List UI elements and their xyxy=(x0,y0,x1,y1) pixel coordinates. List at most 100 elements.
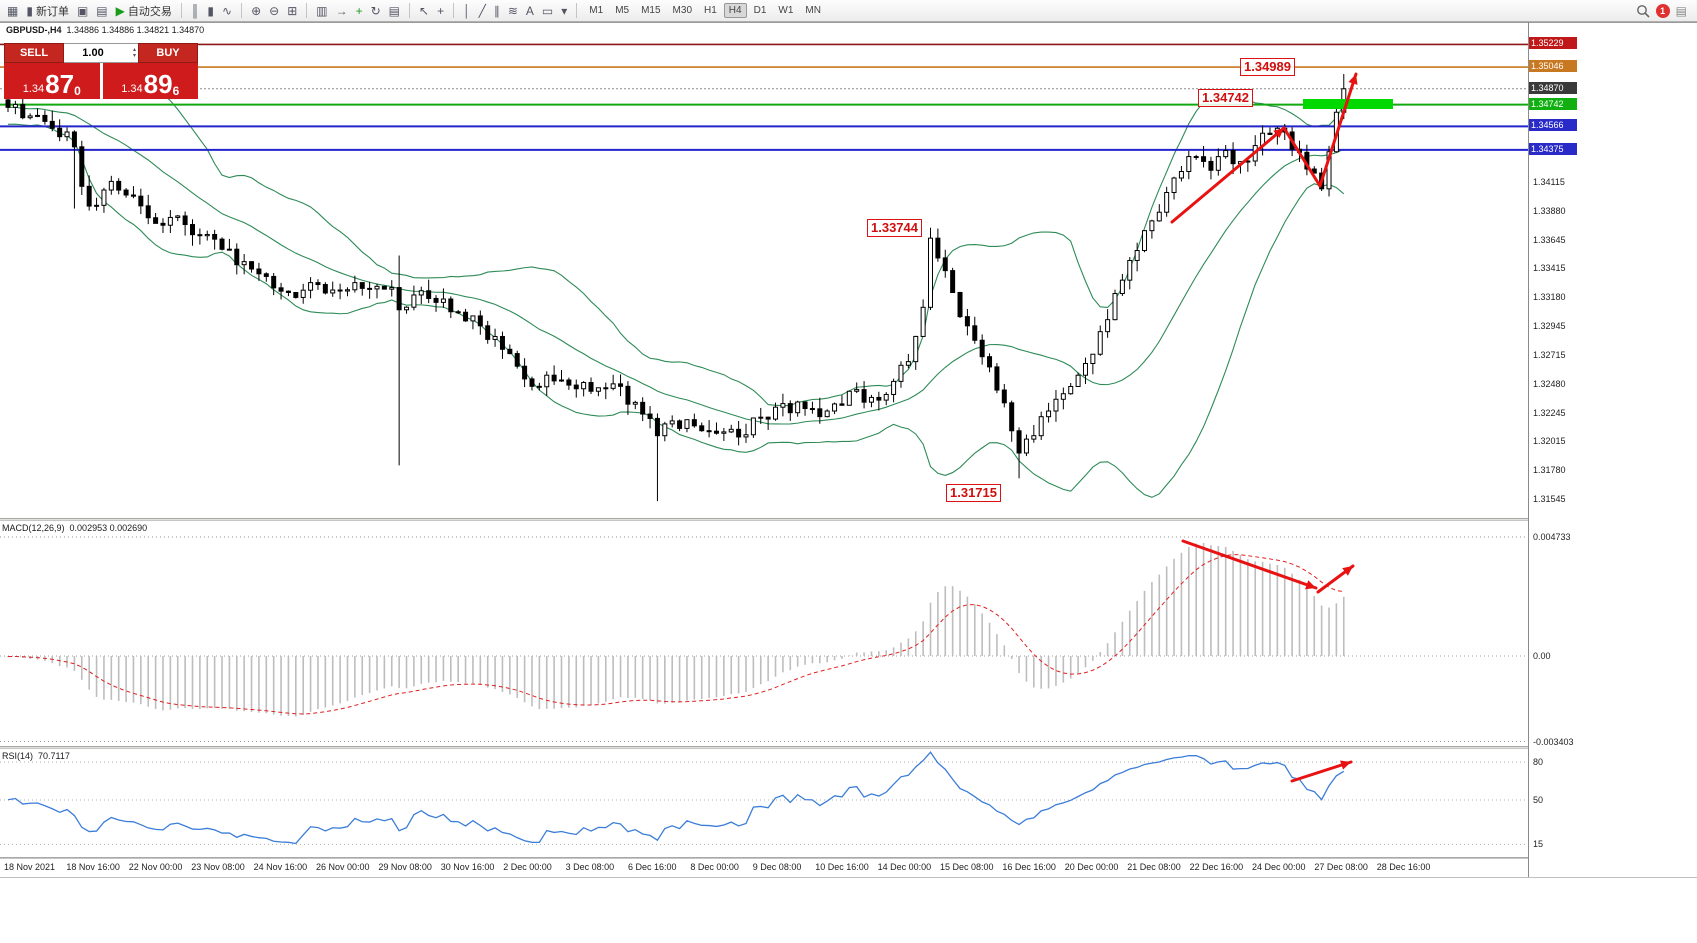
timeframe-h1[interactable]: H1 xyxy=(704,5,717,16)
tile-windows-icon: ⊞ xyxy=(287,3,298,18)
autotrading-button[interactable]: ▶ 自动交易 xyxy=(113,2,175,20)
time-axis-label: 23 Nov 08:00 xyxy=(191,862,245,872)
timeframe-mn[interactable]: MN xyxy=(805,5,821,16)
buy-price-pips: 89 xyxy=(143,69,173,99)
trendline-icon[interactable]: ╱ xyxy=(476,2,489,20)
bar-chart-icon[interactable]: ║ xyxy=(188,2,203,20)
trend-arrow[interactable] xyxy=(1290,760,1353,783)
timeframe-m15[interactable]: M15 xyxy=(641,5,661,16)
time-axis-label: 21 Dec 08:00 xyxy=(1127,862,1181,872)
price-annotation-label[interactable]: 1.34989 xyxy=(1240,58,1295,76)
price-level-badge: 1.34742 xyxy=(1529,97,1577,110)
buy-price-button[interactable]: 1.34 89 6 xyxy=(102,63,198,99)
timeframe-m30[interactable]: M30 xyxy=(672,5,692,16)
trendline-icon: ╱ xyxy=(478,3,486,18)
trend-arrow[interactable] xyxy=(1170,126,1286,224)
chart-shift-icon: → xyxy=(335,3,348,18)
price-annotation-label[interactable]: 1.34742 xyxy=(1198,89,1253,107)
sell-button[interactable]: SELL xyxy=(4,43,64,63)
arrow-label-icon[interactable]: ▭ xyxy=(539,2,556,20)
crosshair-icon[interactable]: + xyxy=(434,2,447,20)
zoom-in-icon[interactable]: ⊕ xyxy=(248,2,264,20)
buy-price-fraction: 6 xyxy=(172,84,180,98)
vertical-line-icon[interactable]: │ xyxy=(460,2,474,20)
macd-rsi-splitter[interactable] xyxy=(0,746,1528,749)
trend-arrow[interactable] xyxy=(1181,539,1318,590)
menu-grid-icon[interactable]: ▦ xyxy=(4,2,21,20)
zoom-out-icon[interactable]: ⊖ xyxy=(266,2,282,20)
profiles-icon[interactable]: ▤ xyxy=(93,2,110,20)
auto-scroll-icon[interactable]: ▥ xyxy=(313,2,330,20)
price-macd-splitter[interactable] xyxy=(0,518,1528,521)
cursor-icon: ↖ xyxy=(419,3,430,18)
buy-button[interactable]: BUY xyxy=(138,43,198,63)
trend-arrow[interactable] xyxy=(1318,72,1358,188)
chart-window-icon[interactable]: ▣ xyxy=(74,2,91,20)
shapes-dropdown-icon[interactable]: ▾ xyxy=(558,2,570,20)
fibonacci-icon: ≋ xyxy=(507,3,518,18)
rsi-timeaxis-splitter[interactable] xyxy=(0,857,1528,859)
time-axis-label: 26 Nov 00:00 xyxy=(316,862,370,872)
rsi-value: 70.7117 xyxy=(38,751,70,761)
search-icon[interactable] xyxy=(1636,4,1650,18)
price-axis-border xyxy=(1528,22,1529,877)
candlestick-chart-icon: ▮ xyxy=(207,3,214,18)
time-axis-label: 15 Dec 08:00 xyxy=(940,862,994,872)
sell-price-button[interactable]: 1.34 87 0 xyxy=(4,63,100,99)
new-order-button[interactable]: ▮ 新订单 xyxy=(23,2,72,20)
price-annotation-label[interactable]: 1.31715 xyxy=(946,484,1001,502)
auto-scroll-icon: ▥ xyxy=(316,3,328,18)
price-annotation-label[interactable]: 1.33744 xyxy=(867,219,922,237)
time-axis-label: 16 Dec 16:00 xyxy=(1002,862,1056,872)
rsi-panel[interactable] xyxy=(0,751,1528,845)
indicators-icon[interactable]: + xyxy=(353,2,366,20)
line-chart-icon[interactable]: ∿ xyxy=(219,2,235,20)
price-panel[interactable] xyxy=(0,43,1528,502)
text-icon[interactable]: A xyxy=(523,2,537,20)
fibonacci-icon[interactable]: ≋ xyxy=(505,2,521,20)
trend-arrow-head xyxy=(1348,74,1358,85)
trend-arrow[interactable] xyxy=(1282,126,1322,188)
toolbar-separator xyxy=(576,3,578,18)
macd-signal-line xyxy=(7,554,1344,715)
timeframe-m1[interactable]: M1 xyxy=(589,5,604,16)
macd-axis-tick: -0.003403 xyxy=(1533,736,1574,747)
panel-toggle-icon[interactable]: ▤ xyxy=(1675,3,1687,18)
price-axis-tick: 1.31780 xyxy=(1533,465,1566,476)
timeframe-w1[interactable]: W1 xyxy=(778,5,794,16)
price-axis-tick: 1.33415 xyxy=(1533,263,1566,274)
symbol-period-label: GBPUSD-,H4 xyxy=(6,25,62,35)
toolbar-separator xyxy=(306,3,308,18)
channel-icon[interactable]: ∥ xyxy=(491,2,503,20)
macd-panel[interactable] xyxy=(0,536,1528,743)
candlestick-chart-icon[interactable]: ▮ xyxy=(204,2,217,20)
timeframe-m5[interactable]: M5 xyxy=(615,5,630,16)
price-level-badge: 1.35229 xyxy=(1529,37,1577,50)
arrow-label-icon: ▭ xyxy=(541,3,554,18)
tile-windows-icon[interactable]: ⊞ xyxy=(284,2,300,20)
rsi-axis-tick: 15 xyxy=(1533,839,1544,850)
templates-icon[interactable]: ▤ xyxy=(386,2,403,20)
chart-shift-icon[interactable]: → xyxy=(333,2,351,20)
menu-grid-icon: ▦ xyxy=(7,3,19,18)
price-level-badge: 1.35046 xyxy=(1529,60,1577,73)
timeframe-h4[interactable]: H4 xyxy=(723,3,747,18)
price-axis-tick: 1.31545 xyxy=(1533,494,1566,505)
cursor-icon[interactable]: ↖ xyxy=(416,2,432,20)
macd-label: MACD(12,26,9) xyxy=(2,523,65,533)
bollinger-lower-band xyxy=(7,123,1345,498)
templates-icon: ▤ xyxy=(388,3,401,18)
text-icon: A xyxy=(525,3,534,18)
candles-layer xyxy=(5,73,1347,502)
volume-input[interactable] xyxy=(64,46,122,60)
alerts-badge[interactable]: 1 xyxy=(1655,3,1670,18)
shapes-dropdown-icon: ▾ xyxy=(561,3,568,18)
macd-header: MACD(12,26,9) 0.002953 0.002690 xyxy=(2,523,147,533)
price-axis-tick: 1.33880 xyxy=(1533,206,1566,216)
timeframe-d1[interactable]: D1 xyxy=(753,5,767,16)
time-axis-label: 27 Dec 08:00 xyxy=(1314,862,1368,872)
periodicity-icon[interactable]: ↻ xyxy=(368,2,384,20)
volume-spin-buttons[interactable]: ▴ ▾ xyxy=(132,47,136,59)
